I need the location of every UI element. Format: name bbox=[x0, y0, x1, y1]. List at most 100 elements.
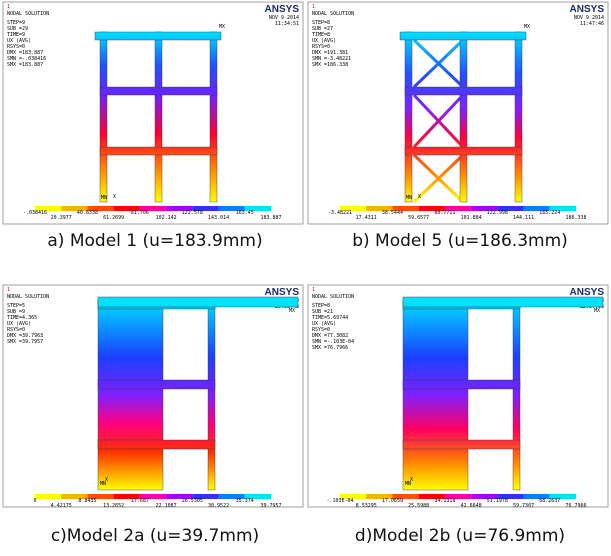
window-index: 1 bbox=[312, 287, 315, 293]
panel: 1NODAL SOLUTIONSTEP=8SUB =21TIME=5.69744… bbox=[308, 285, 608, 509]
beam bbox=[100, 87, 217, 95]
time: 11:47:46 bbox=[580, 21, 604, 27]
legend-label: 122.998 bbox=[487, 210, 508, 216]
legend-label: 101.884 bbox=[461, 215, 482, 221]
x-marker: X bbox=[410, 477, 413, 483]
window-index: 1 bbox=[7, 287, 10, 293]
beam bbox=[95, 32, 221, 40]
ansys-logo: ANSYS bbox=[265, 287, 300, 298]
x-marker: X bbox=[113, 194, 116, 200]
legend-label: 68.2637 bbox=[539, 498, 560, 504]
column bbox=[210, 32, 217, 202]
ansys-logo: ANSYS bbox=[265, 4, 300, 15]
info-line: SMX =186.338 bbox=[312, 62, 348, 68]
legend-label: 144.111 bbox=[513, 215, 534, 221]
legend-label: 81.706 bbox=[131, 210, 149, 216]
legend-label: 122.578 bbox=[182, 210, 203, 216]
legend-label: 183.887 bbox=[260, 215, 281, 221]
legend-label: 8.53295 bbox=[356, 503, 377, 509]
legend-label: 39.7957 bbox=[260, 503, 281, 509]
beam bbox=[403, 380, 520, 389]
caption: c)Model 2a (u=39.7mm) bbox=[51, 526, 259, 546]
legend-label: 22.1087 bbox=[156, 503, 177, 509]
legend-label: 165.224 bbox=[539, 210, 560, 216]
plot-title: NODAL SOLUTION bbox=[7, 11, 49, 17]
column bbox=[155, 32, 162, 202]
beam bbox=[98, 440, 215, 449]
legend-label: 42.6648 bbox=[461, 503, 482, 509]
beam bbox=[405, 87, 522, 95]
x-marker: X bbox=[418, 194, 421, 200]
top-beam bbox=[98, 297, 298, 307]
legend-label: 38.5444 bbox=[382, 210, 403, 216]
ansys-logo: ANSYS bbox=[570, 4, 605, 15]
plot-title: NODAL SOLUTION bbox=[312, 294, 354, 300]
legend-label: 4.42175 bbox=[51, 503, 72, 509]
caption: b) Model 5 (u=186.3mm) bbox=[352, 231, 568, 251]
min-marker: MN bbox=[101, 195, 107, 201]
legend-label: 17.687 bbox=[131, 498, 149, 504]
beam bbox=[405, 147, 522, 155]
legend-label: -3.48221 bbox=[328, 210, 352, 216]
legend-label: 40.8338 bbox=[77, 210, 98, 216]
legend-label: 61.2699 bbox=[103, 215, 124, 221]
legend-label: -.103E-04 bbox=[326, 498, 353, 504]
window-index: 1 bbox=[7, 4, 10, 10]
legend-label: 186.338 bbox=[565, 215, 586, 221]
legend-label: 51.1978 bbox=[487, 498, 508, 504]
legend-label: 34.1318 bbox=[434, 498, 455, 504]
legend-label: 35.374 bbox=[236, 498, 254, 504]
column bbox=[515, 32, 522, 202]
ansys-logo: ANSYS bbox=[570, 287, 605, 298]
legend-label: 143.014 bbox=[208, 215, 229, 221]
max-marker: MX bbox=[594, 308, 600, 314]
legend-label: -.038416 bbox=[23, 210, 47, 216]
legend-label: 8.8435 bbox=[78, 498, 96, 504]
window-index: 1 bbox=[312, 4, 315, 10]
caption: d)Model 2b (u=76.9mm) bbox=[355, 526, 565, 546]
legend-label: 30.9522 bbox=[208, 503, 229, 509]
info-line: SMX =76.7966 bbox=[312, 345, 348, 351]
caption: a) Model 1 (u=183.9mm) bbox=[47, 231, 262, 251]
column bbox=[100, 32, 107, 202]
legend-label: 76.7966 bbox=[565, 503, 586, 509]
legend-label: 13.2652 bbox=[103, 503, 124, 509]
info-line: SMX =183.887 bbox=[7, 62, 43, 68]
wall bbox=[98, 300, 163, 490]
info-line: SMX =39.7957 bbox=[7, 339, 43, 345]
column bbox=[460, 32, 467, 202]
beam bbox=[403, 440, 520, 449]
max-marker: MX bbox=[289, 308, 295, 314]
legend-label: 20.3977 bbox=[51, 215, 72, 221]
legend-label: 59.6577 bbox=[408, 215, 429, 221]
legend-label: 163.45 bbox=[236, 210, 254, 216]
legend-label: 59.7307 bbox=[513, 503, 534, 509]
beam bbox=[98, 380, 215, 389]
legend-label: 80.7711 bbox=[434, 210, 455, 216]
legend-label: 25.5988 bbox=[408, 503, 429, 509]
legend-label: 17.0659 bbox=[382, 498, 403, 504]
top-beam bbox=[403, 297, 603, 307]
x-marker: X bbox=[105, 477, 108, 483]
figure: 1NODAL SOLUTIONSTEP=9SUB =29TIME=9UX (AV… bbox=[0, 0, 611, 556]
legend-label: 26.5305 bbox=[182, 498, 203, 504]
legend-label: 102.142 bbox=[156, 215, 177, 221]
legend-label: 17.4311 bbox=[356, 215, 377, 221]
time: 11:34:51 bbox=[275, 21, 299, 27]
beam bbox=[400, 32, 526, 40]
column bbox=[208, 300, 215, 490]
legend-label: 0 bbox=[33, 498, 36, 504]
column bbox=[405, 32, 412, 202]
column bbox=[513, 300, 520, 490]
plot-title: NODAL SOLUTION bbox=[7, 294, 49, 300]
wall bbox=[403, 300, 468, 490]
legend-swatch bbox=[35, 494, 61, 499]
max-marker: MX bbox=[219, 24, 225, 30]
max-marker: MX bbox=[524, 24, 530, 30]
min-marker: MN bbox=[406, 195, 412, 201]
beam bbox=[100, 147, 217, 155]
plot-title: NODAL SOLUTION bbox=[312, 11, 354, 17]
